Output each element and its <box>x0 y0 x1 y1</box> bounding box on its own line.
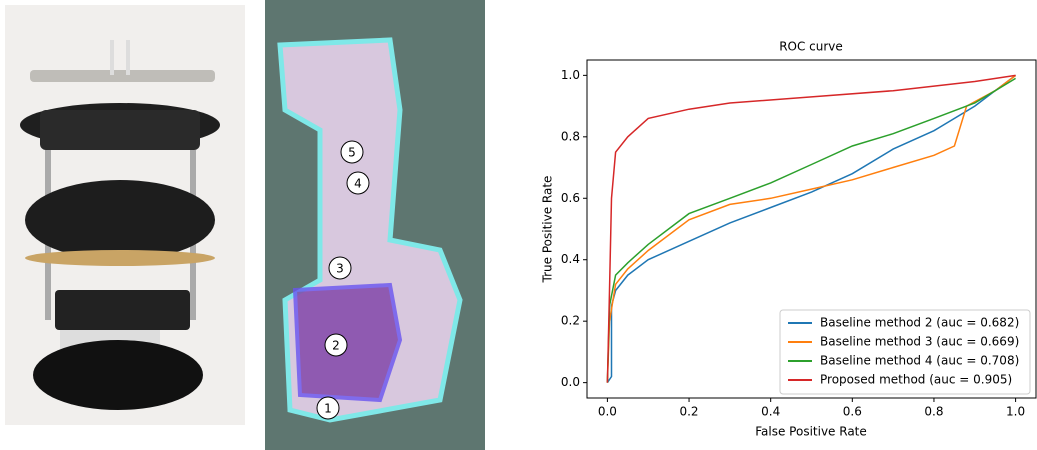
y-tick-label: 1.0 <box>561 68 580 82</box>
y-tick-label: 0.2 <box>561 314 580 328</box>
map-label: 2 <box>332 339 340 353</box>
legend-label: Baseline method 3 (auc = 0.669) <box>820 335 1019 349</box>
y-axis-label: True Positive Rate <box>541 176 555 284</box>
legend-label: Baseline method 2 (auc = 0.682) <box>820 316 1019 330</box>
map-label: 1 <box>324 402 332 416</box>
x-tick-label: 0.0 <box>598 405 617 419</box>
x-tick-label: 0.2 <box>679 405 698 419</box>
y-tick-label: 0.4 <box>561 252 580 266</box>
y-tick-label: 0.8 <box>561 129 580 143</box>
x-axis-label: False Positive Rate <box>755 425 867 439</box>
x-tick-label: 1.0 <box>1006 405 1025 419</box>
map: 1 2 3 4 5 <box>265 0 485 450</box>
legend-label: Proposed method (auc = 0.905) <box>820 373 1012 387</box>
legend-box <box>779 309 1031 395</box>
y-tick-label: 0.6 <box>561 191 580 205</box>
legend-label: Baseline method 4 (auc = 0.708) <box>820 354 1019 368</box>
roc-line <box>606 74 1017 383</box>
map-label: 3 <box>336 262 344 276</box>
robot-photo <box>5 5 245 425</box>
x-tick-label: 0.8 <box>924 405 943 419</box>
roc-line <box>606 77 1016 383</box>
x-tick-label: 0.6 <box>843 405 862 419</box>
plot-area <box>586 59 1037 399</box>
map-label: 4 <box>354 177 362 191</box>
y-tick-label: 0.0 <box>561 375 580 389</box>
x-tick-label: 0.4 <box>761 405 780 419</box>
map-label: 5 <box>348 146 356 160</box>
chart-title: ROC curve <box>779 40 843 54</box>
roc-line <box>606 74 1016 383</box>
